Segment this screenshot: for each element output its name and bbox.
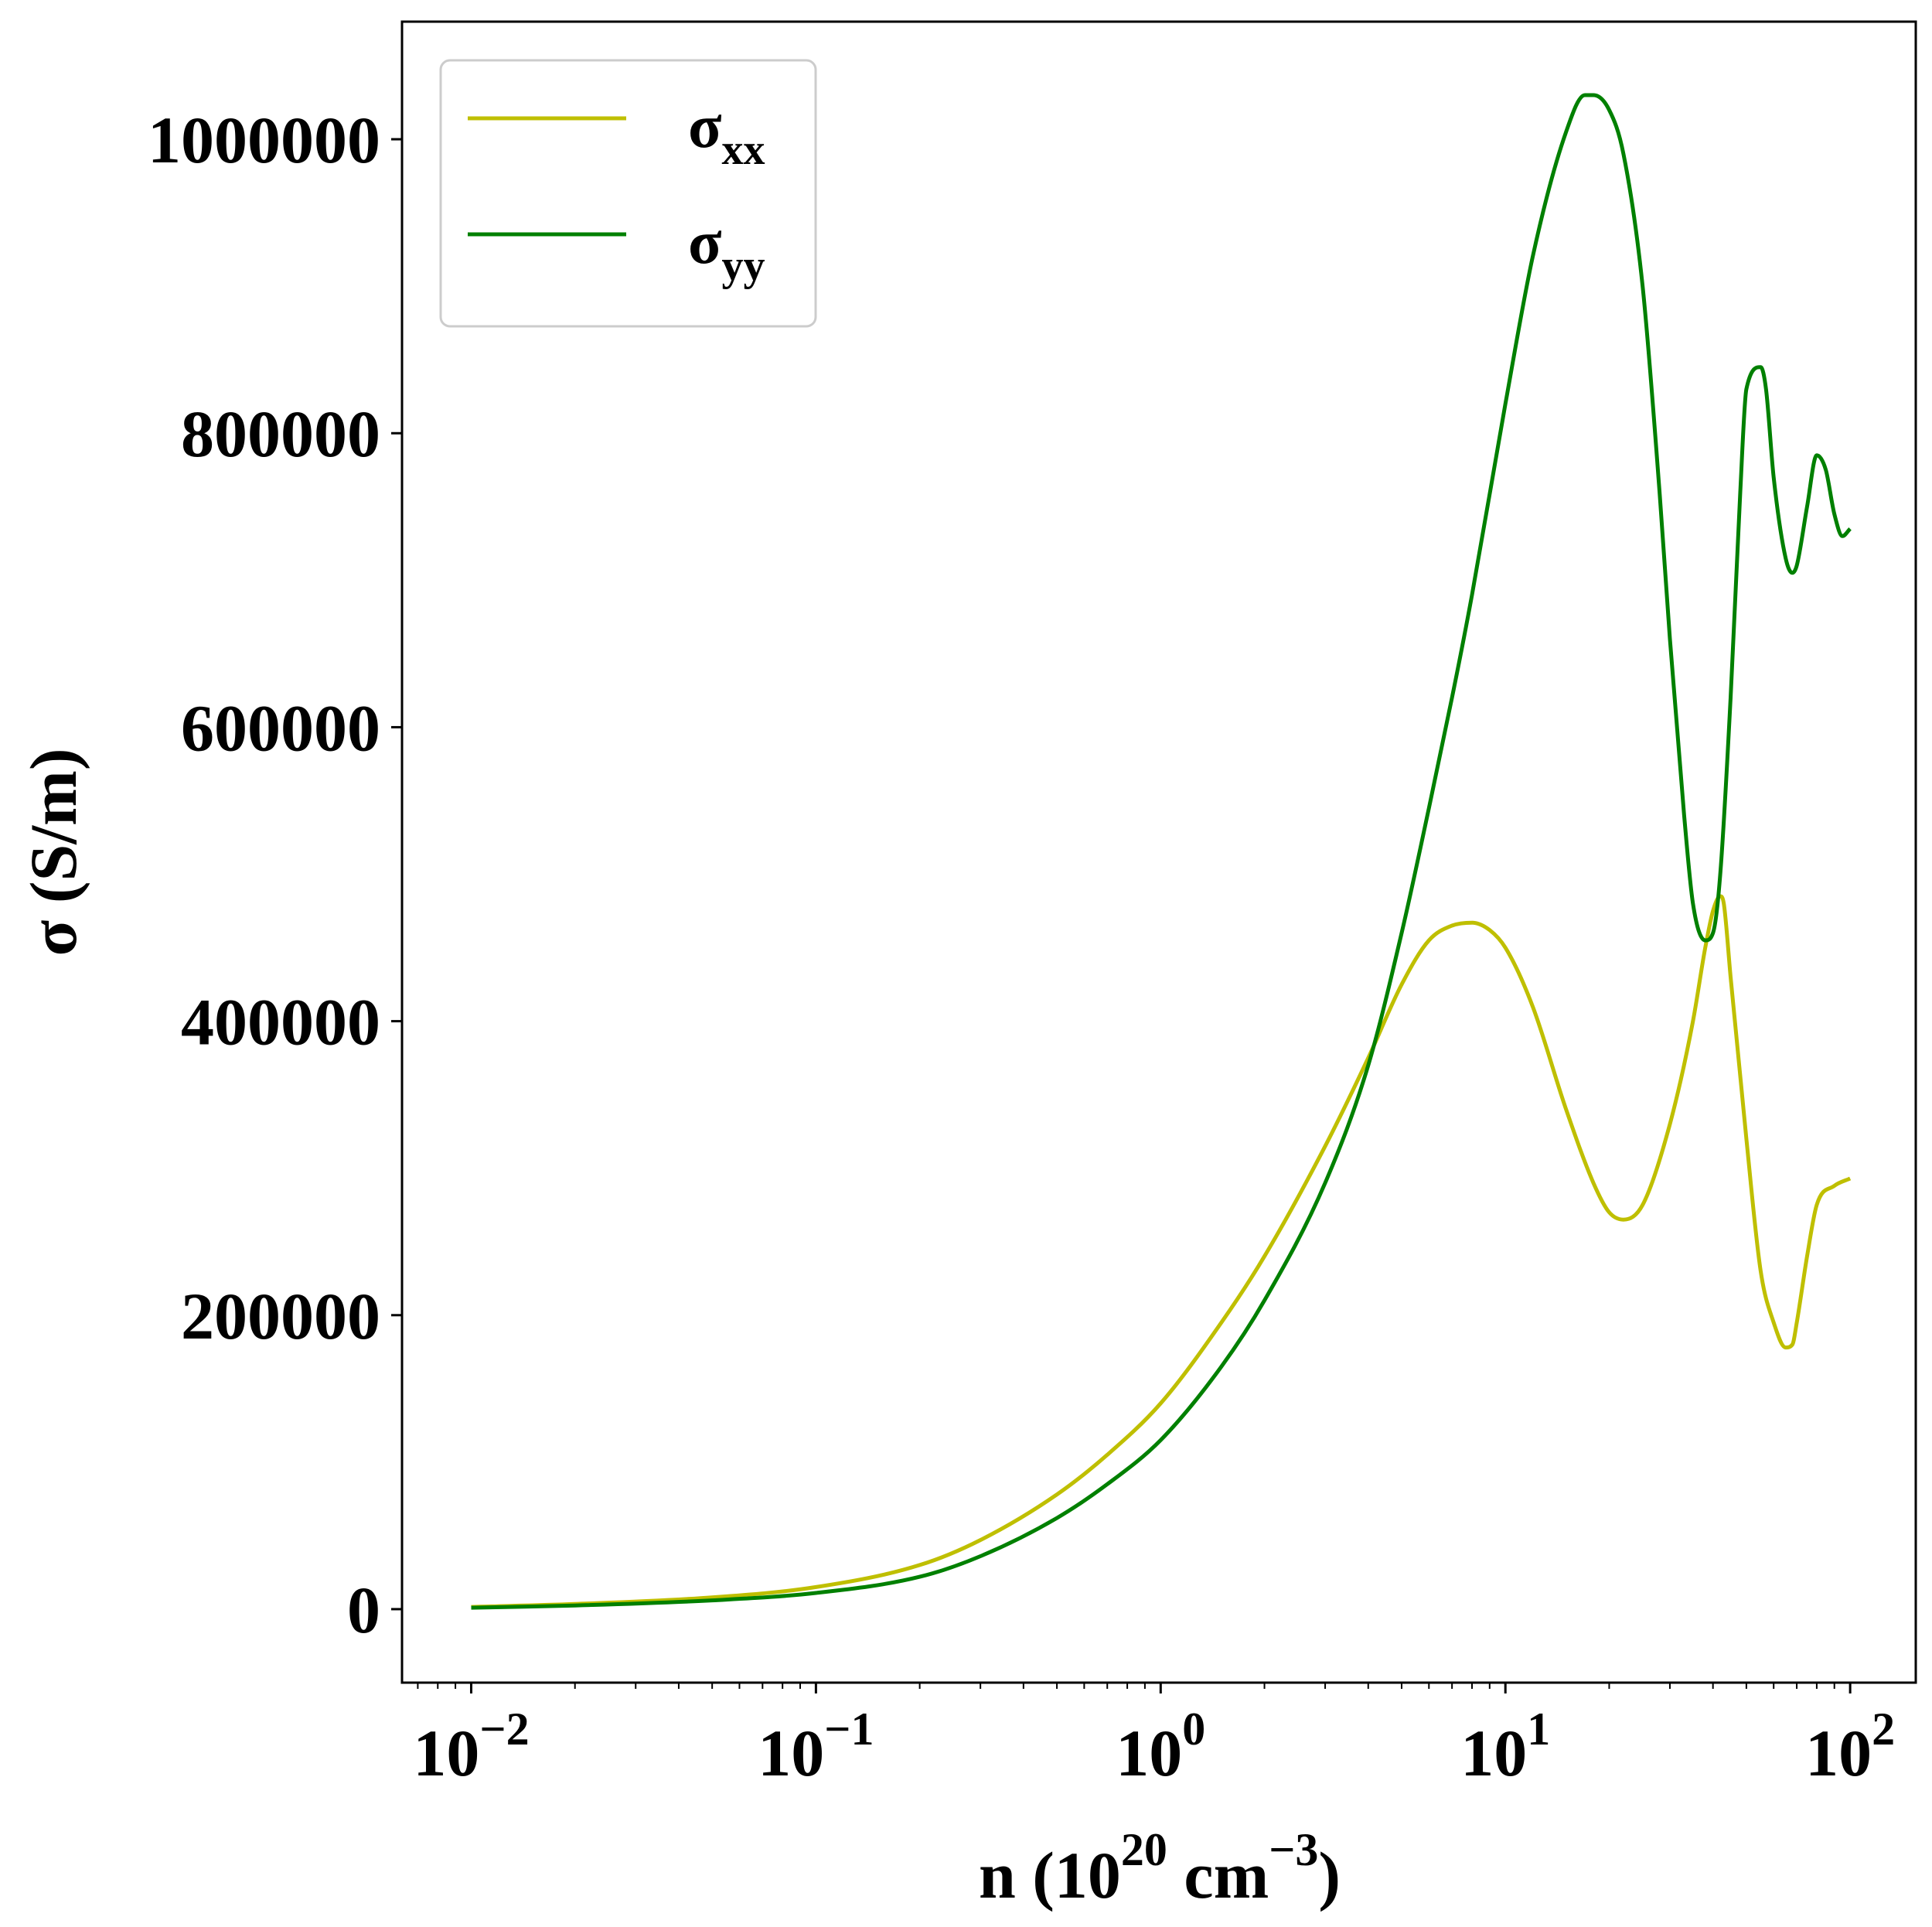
x-axis-label: n (1020 cm−3): [979, 1824, 1341, 1912]
series-line-xx: [471, 894, 1852, 1609]
y-tick-label: 0: [347, 1573, 380, 1647]
legend-label-sigma-xx: σxx: [688, 93, 765, 174]
x-tick-label: 10−2: [413, 1704, 529, 1790]
y-tick-label: 600000: [181, 691, 380, 765]
legend: σxx σyy: [439, 59, 817, 328]
y-tick-label: 400000: [181, 985, 380, 1059]
x-axis-label-sup2: −3: [1269, 1824, 1318, 1875]
legend-label-sigma-yy: σyy: [688, 209, 765, 290]
x-axis-label-mid: cm: [1167, 1838, 1269, 1912]
series-line-yy: [471, 93, 1852, 1610]
y-tick-label: 200000: [181, 1279, 380, 1353]
x-tick-label: 101: [1460, 1704, 1550, 1790]
x-tick-label: 100: [1116, 1704, 1205, 1790]
y-tick-label: 1000000: [148, 103, 380, 177]
ticks-layer: 0 200000 400000 600000 800000 1000000 10−2 10−1…: [148, 103, 1895, 1790]
x-axis-label-main: n (10: [979, 1838, 1121, 1912]
legend-box: [439, 59, 817, 328]
x-axis-label-sup1: 20: [1121, 1824, 1167, 1875]
series-layer: [471, 93, 1852, 1610]
x-tick-label: 102: [1805, 1704, 1895, 1790]
x-tick-label: 10−1: [758, 1704, 874, 1790]
y-tick-label: 800000: [181, 397, 380, 471]
axes-frame: [400, 20, 1917, 1684]
x-axis-label-end: ): [1318, 1838, 1341, 1912]
y-axis-label: σ (S/m): [16, 749, 90, 957]
